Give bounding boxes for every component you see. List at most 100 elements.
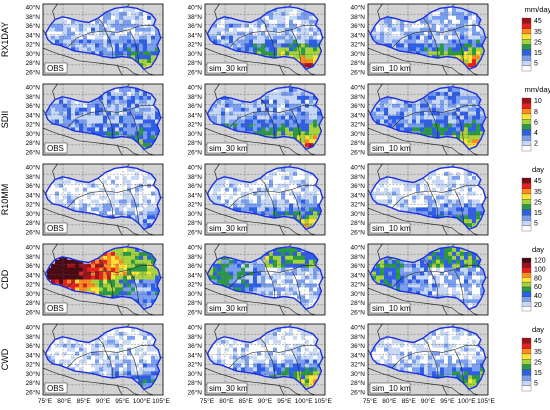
field-cells — [209, 327, 322, 388]
field-cell — [119, 119, 124, 124]
field-cell — [221, 275, 226, 280]
field-cell — [416, 19, 421, 25]
field-cell — [55, 359, 60, 364]
field-cell — [147, 287, 152, 292]
field-cell — [67, 191, 72, 196]
field-cell — [317, 51, 322, 56]
field-cell — [456, 119, 461, 124]
colorbar-swatch — [521, 337, 532, 344]
field-cell — [424, 115, 429, 120]
field-cell — [127, 247, 132, 253]
field-cell — [456, 263, 461, 268]
field-cell — [261, 363, 266, 368]
field-cell — [456, 207, 461, 212]
field-cell — [135, 11, 140, 17]
field-cell — [83, 123, 88, 128]
field-cell — [99, 275, 104, 280]
panel-label: OBS — [47, 144, 64, 153]
field-cell — [273, 103, 278, 108]
field-cell — [444, 107, 449, 112]
field-cell — [380, 259, 385, 265]
field-cell — [107, 39, 112, 44]
field-cell — [432, 179, 437, 185]
field-cell — [392, 339, 397, 345]
field-cell — [95, 183, 100, 188]
field-cell — [476, 287, 481, 292]
field-cell — [131, 167, 136, 173]
field-cell — [452, 279, 457, 284]
field-cell — [476, 19, 481, 25]
field-cell — [428, 271, 433, 276]
field-cell — [412, 119, 417, 124]
field-cell — [155, 267, 160, 272]
field-cell — [301, 263, 306, 268]
field-cell — [309, 95, 314, 101]
lat-tick-label: 30°N — [25, 290, 40, 298]
field-cell — [476, 107, 481, 112]
field-cell — [139, 127, 144, 132]
field-cell — [448, 255, 453, 261]
field-cell — [269, 187, 274, 192]
field-cell — [111, 23, 116, 28]
lat-tick-label: 26°N — [350, 389, 365, 397]
field-cell — [147, 143, 152, 148]
field-cell — [452, 211, 457, 216]
field-cell — [111, 371, 116, 376]
field-cell — [384, 19, 389, 25]
field-cell — [440, 327, 445, 333]
field-cell — [115, 127, 120, 132]
field-cell — [285, 195, 290, 200]
field-cell — [420, 131, 425, 136]
field-cell — [301, 119, 306, 124]
field-cell — [388, 183, 393, 188]
field-cell — [424, 127, 429, 132]
field-cell — [71, 123, 76, 128]
country-border — [442, 224, 448, 236]
panel-label: sim_10 km — [372, 304, 411, 313]
field-cell — [293, 259, 298, 265]
field-cell — [103, 131, 108, 136]
field-cell — [233, 99, 238, 105]
field-cell — [135, 127, 140, 132]
field-cell — [472, 355, 477, 360]
province-border — [267, 350, 275, 378]
field-cell — [289, 259, 294, 265]
field-cell — [289, 371, 294, 376]
field-cell — [281, 207, 286, 212]
field-cell — [408, 107, 413, 112]
field-cell — [400, 99, 405, 105]
field-cell — [87, 343, 92, 348]
field-cell — [139, 23, 144, 28]
field-cell — [444, 363, 449, 368]
field-cell — [257, 47, 262, 52]
field-cell — [83, 355, 88, 360]
colorbar-tick-label: 4 — [534, 130, 538, 137]
field-cell — [293, 203, 298, 208]
field-cell — [257, 107, 262, 112]
field-cell — [420, 279, 425, 284]
country-border — [143, 69, 154, 76]
field-cell — [229, 339, 234, 345]
field-cell — [440, 351, 445, 356]
field-cell — [396, 267, 401, 272]
field-cell — [273, 183, 278, 188]
field-cell — [313, 367, 318, 372]
field-cell — [213, 347, 218, 352]
field-cell — [139, 135, 144, 140]
field-cell — [289, 7, 294, 13]
field-cell — [404, 271, 409, 276]
field-cell — [131, 87, 136, 93]
field-cell — [396, 363, 401, 368]
field-cell — [79, 367, 84, 372]
field-cell — [273, 287, 278, 292]
field-cell — [452, 167, 457, 173]
field-cell — [468, 351, 473, 356]
field-cell — [107, 31, 112, 36]
field-cell — [428, 183, 433, 188]
field-cell — [301, 27, 306, 32]
field-cell — [107, 343, 112, 348]
field-cell — [317, 111, 322, 116]
country-border — [117, 64, 123, 76]
field-cell — [139, 187, 144, 192]
field-cell — [456, 39, 461, 44]
